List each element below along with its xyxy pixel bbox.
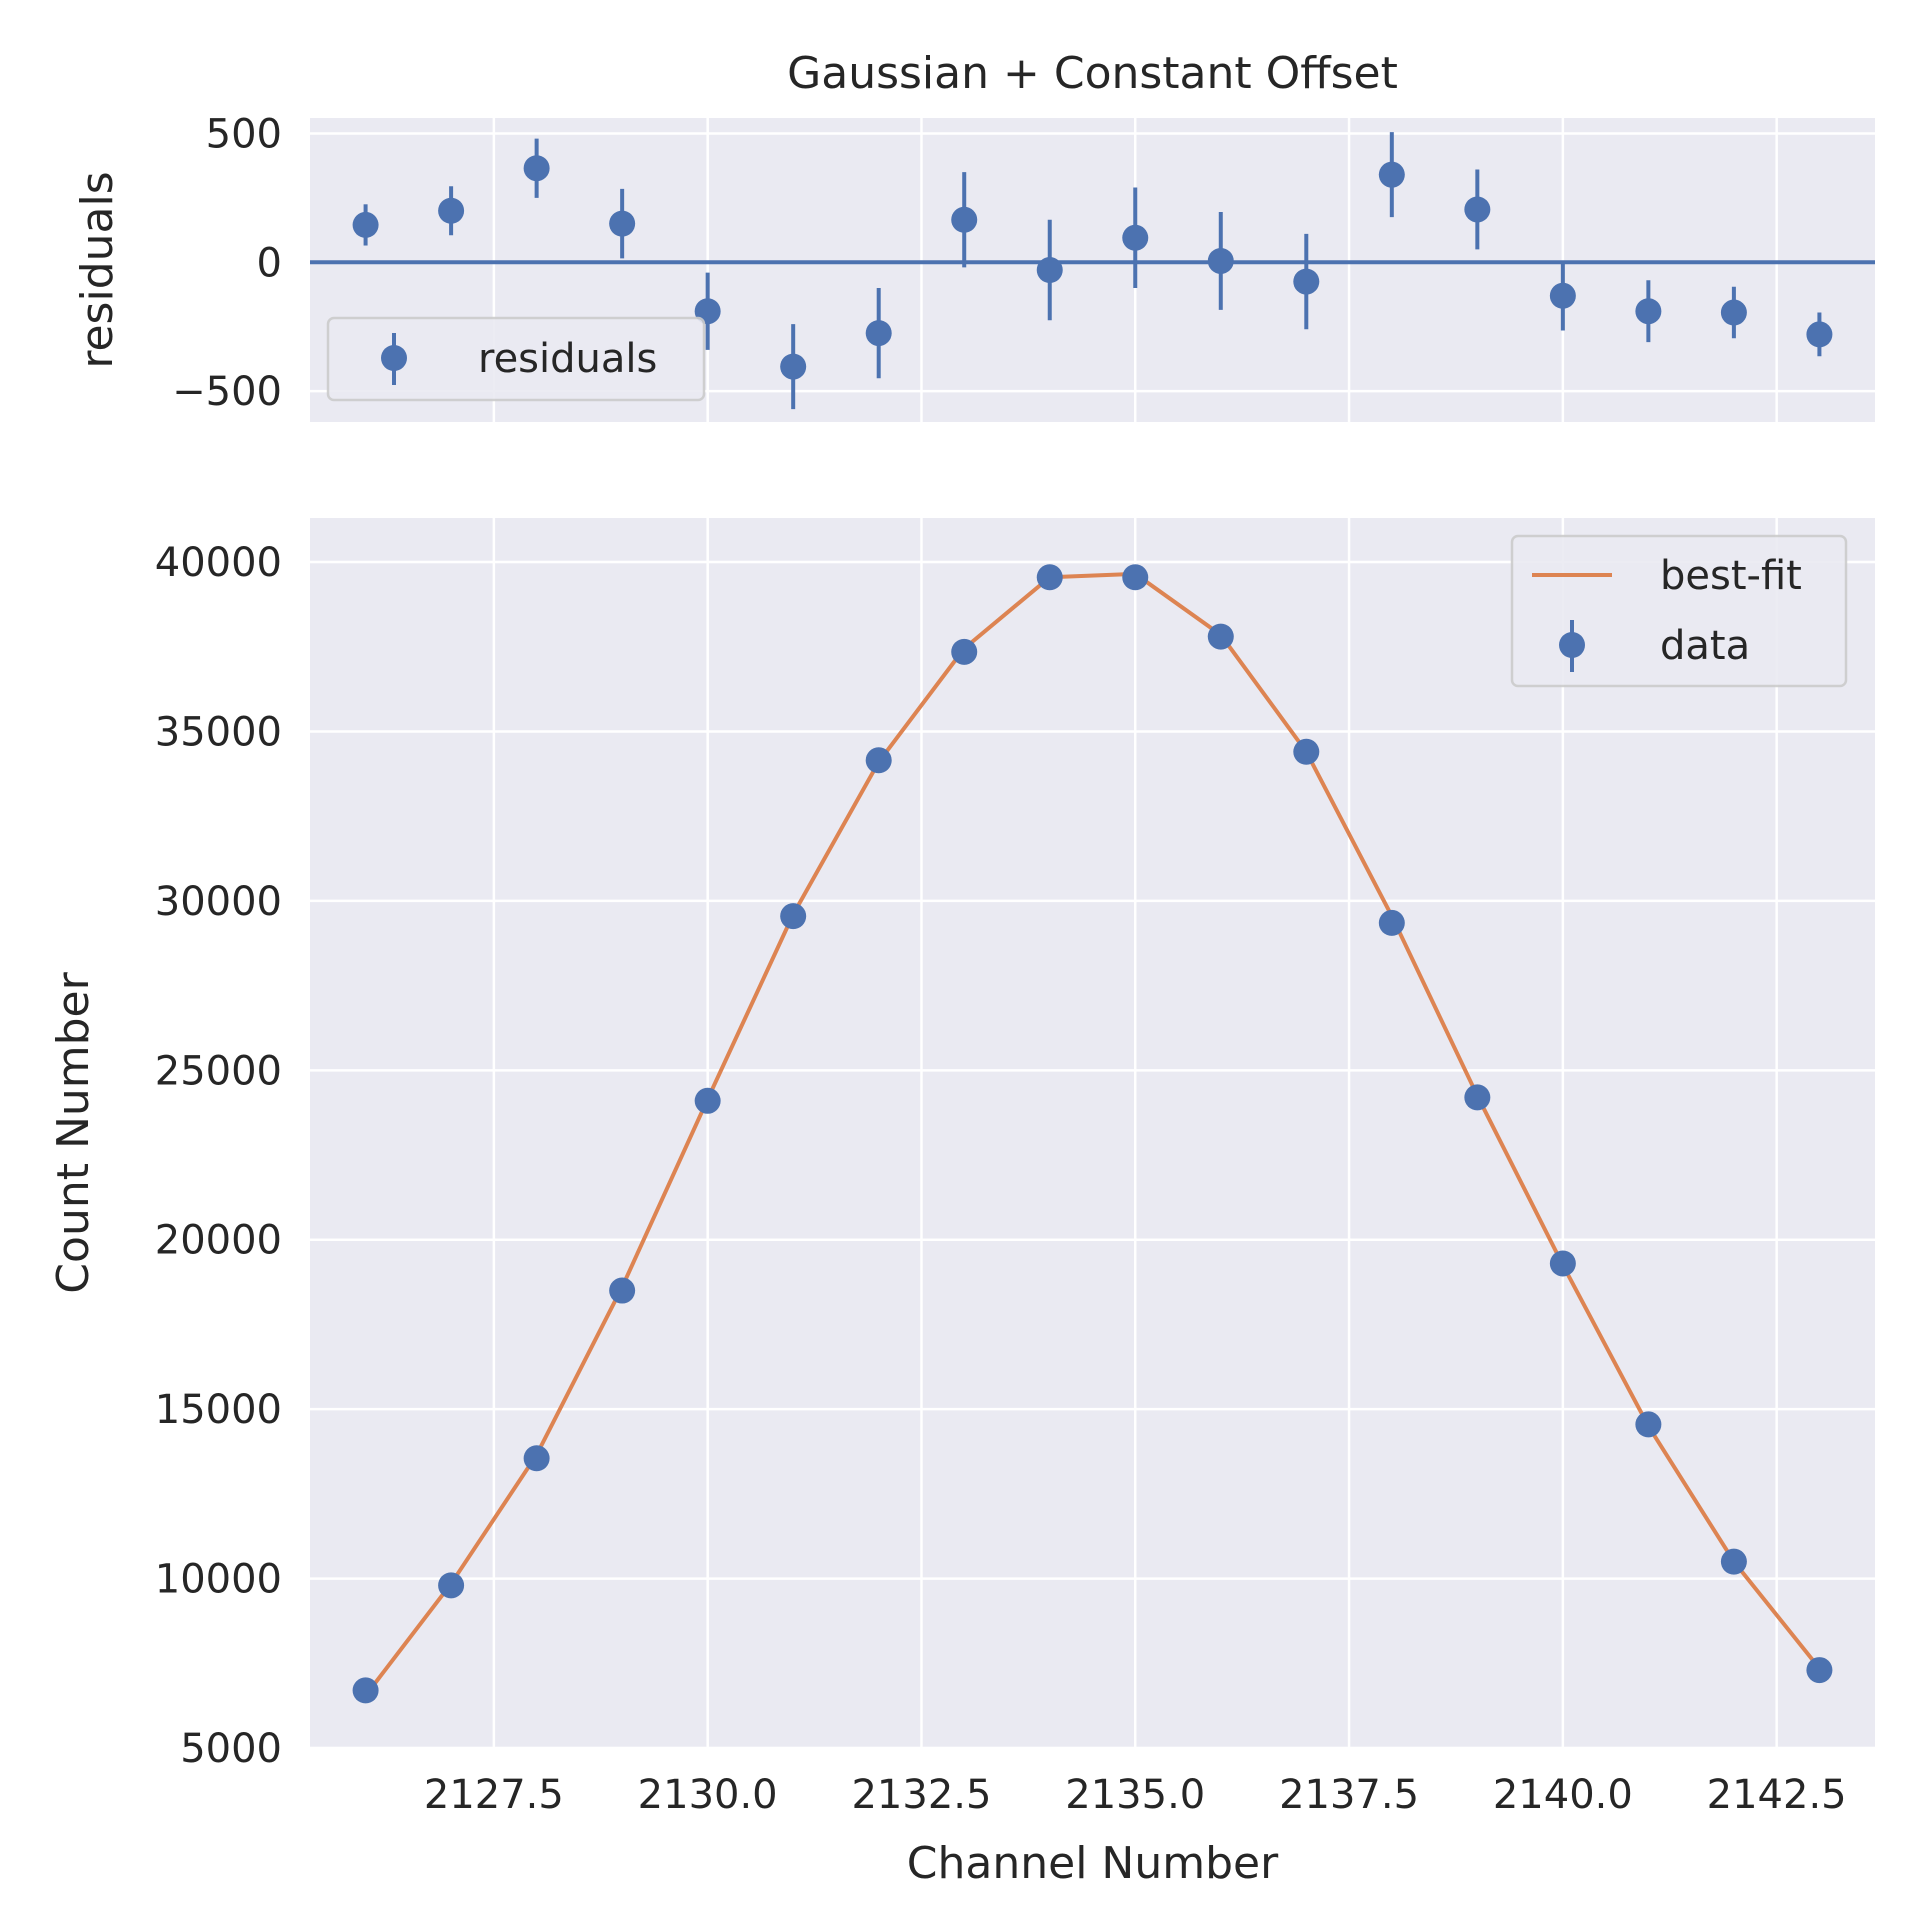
residuals-y-tick-labels: −500 0 500 [172,111,282,415]
best-fit-series [364,571,1821,1697]
main-legend: best-fit data [1510,534,1848,688]
residual-point [780,353,807,380]
residual-point [1207,247,1234,274]
main-x-tick-labels: 2127.5 2130.0 2132.5 2135.0 2137.5 2140.0 2142… [424,1772,1847,1818]
residual-point [352,211,379,238]
data-point [438,1572,465,1599]
data-legend-label: data [1660,623,1750,669]
data-point [1378,909,1405,936]
main-y-tick-label: 20000 [155,1218,282,1264]
residual-point [1720,299,1747,326]
main-y-axis-label: Count Number [48,971,99,1293]
data-point [609,1277,636,1304]
residual-point [1464,196,1491,223]
x-tick-label: 2135.0 [1065,1772,1205,1818]
residual-point [865,320,892,347]
chart-title: Gaussian + Constant Offset [787,48,1398,99]
residuals-legend-marker-swatch [381,345,407,371]
x-tick-label: 2132.5 [851,1772,991,1818]
residual-point [1635,298,1662,325]
residuals-legend-label: residuals [478,336,657,382]
residuals-y-tick-label: −500 [172,369,282,415]
residual-point [523,155,550,182]
residuals-legend: residuals [326,316,706,402]
main-y-tick-label: 10000 [155,1557,282,1603]
data-point [1036,564,1063,591]
data-point [523,1445,550,1472]
data-point [780,903,807,930]
data-point [1207,623,1234,650]
main-y-tick-label: 15000 [155,1387,282,1433]
data-point [1635,1411,1662,1438]
x-tick-label: 2140.0 [1493,1772,1633,1818]
main-y-tick-label: 25000 [155,1048,282,1094]
residual-point [609,210,636,237]
residual-point [1122,224,1149,251]
x-tick-label: 2142.5 [1707,1772,1847,1818]
main-grid [310,518,1875,1750]
data-point [1293,738,1320,765]
residuals-legend-frame [326,316,706,402]
main-axes-background [310,518,1875,1748]
data-point [951,638,978,665]
main-y-tick-label: 40000 [155,540,282,586]
main-y-tick-label: 30000 [155,879,282,925]
residual-point [438,197,465,224]
data-point [1122,564,1149,591]
data-series [352,564,1833,1704]
data-point [352,1677,379,1704]
x-tick-label: 2130.0 [638,1772,778,1818]
residual-point [1378,161,1405,188]
data-point [1549,1250,1576,1277]
main-y-tick-labels: 5000 10000 15000 20000 25000 30000 35000 40000 [155,540,282,1772]
residual-point [1293,268,1320,295]
main-y-tick-label: 5000 [180,1726,282,1772]
x-axis-label: Channel Number [907,1838,1279,1889]
data-point [1806,1657,1833,1684]
residuals-panel: −500 0 500 Gaussian + Constant Offset resi… [72,48,1875,422]
residuals-y-axis-label: residuals [72,171,123,368]
residual-point [951,206,978,233]
best-fit-legend-label: best-fit [1660,553,1802,599]
residual-point [1036,257,1063,283]
best-fit-line [364,571,1821,1697]
data-legend-marker-swatch [1559,632,1585,658]
residuals-marks [352,132,1833,410]
residual-point [1806,321,1833,348]
residuals-y-tick-label: 0 [257,240,282,286]
main-y-tick-label: 35000 [155,709,282,755]
residual-point [1549,282,1576,309]
residuals-y-tick-label: 500 [206,111,282,157]
data-point [865,747,892,774]
data-point [694,1087,721,1114]
x-tick-label: 2127.5 [424,1772,564,1818]
x-tick-label: 2137.5 [1279,1772,1419,1818]
main-panel: 500010000150002000025000300003500040000 … [48,518,1875,1889]
data-point [1720,1548,1747,1575]
data-point [1464,1084,1491,1111]
